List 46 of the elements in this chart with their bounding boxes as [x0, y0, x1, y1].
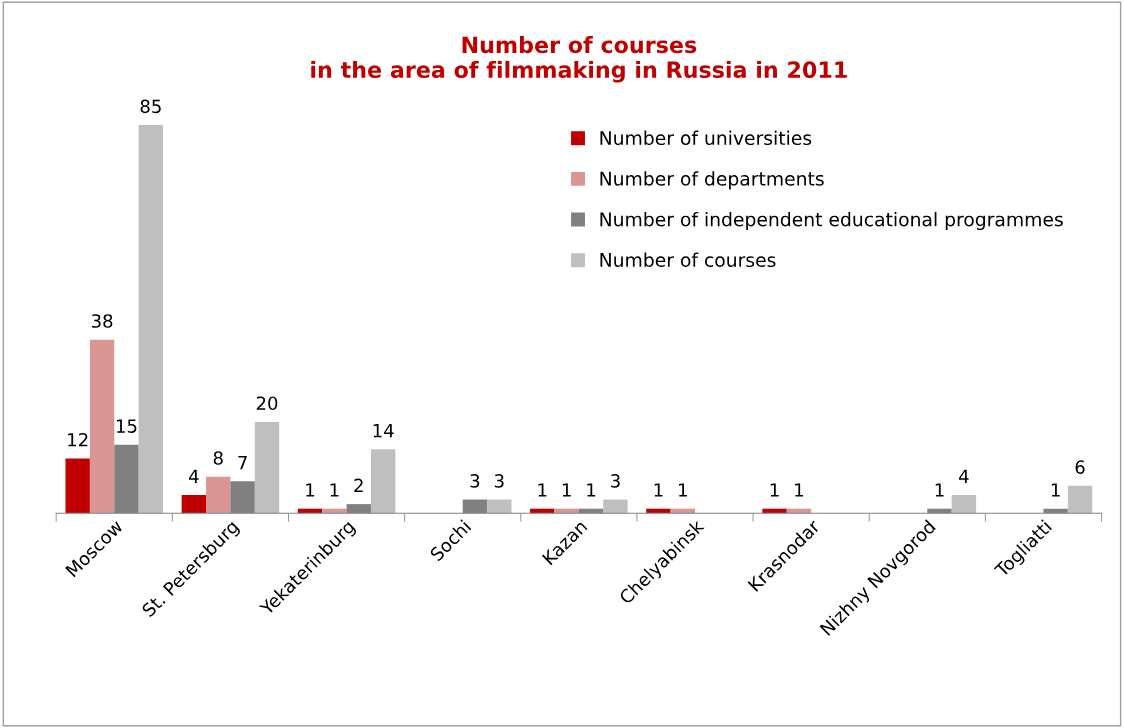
data-label: 1: [654, 483, 663, 497]
bar: [1067, 485, 1093, 514]
data-label: 7: [238, 456, 247, 470]
data-label: 1: [935, 483, 944, 497]
bar: [322, 508, 347, 514]
data-label: 38: [91, 314, 113, 328]
bar: [603, 499, 628, 514]
data-label: 3: [611, 474, 620, 488]
legend-label: Number of independent educational programmes: [600, 211, 1063, 231]
bar: [554, 508, 579, 514]
data-label: 1: [330, 483, 339, 497]
bar: [254, 421, 280, 514]
data-label: 1: [679, 483, 687, 497]
bar: [370, 449, 396, 514]
data-label: 1: [770, 483, 779, 497]
bar: [762, 508, 787, 514]
data-label: 3: [494, 474, 504, 488]
bar: [138, 124, 164, 514]
data-label: 6: [1075, 460, 1085, 474]
bar: [646, 508, 671, 514]
data-label: 4: [188, 469, 199, 483]
legend-label: Number of universities: [600, 130, 812, 146]
data-label: 2: [354, 478, 363, 493]
data-label: 3: [470, 474, 480, 488]
data-label: 8: [213, 451, 223, 465]
data-label: 1: [562, 483, 571, 497]
bar: [65, 458, 90, 514]
data-label: 15: [116, 419, 137, 433]
data-label: 4: [959, 469, 969, 483]
data-label: 1: [1051, 483, 1060, 497]
bar: [181, 494, 207, 514]
bar: [487, 499, 512, 514]
data-label: 1: [306, 483, 315, 497]
data-label: 1: [795, 483, 804, 497]
legend-label: Number of courses: [600, 252, 776, 268]
legend-label: Number of departments: [600, 171, 824, 190]
data-label: 1: [538, 483, 547, 497]
bar: [89, 339, 115, 514]
bar: [206, 476, 231, 514]
data-label: 12: [68, 432, 88, 447]
bar: [951, 494, 977, 514]
data-label: 20: [256, 396, 278, 411]
data-label: 1: [587, 483, 596, 497]
data-label: 14: [373, 424, 394, 438]
chart-title: Number of courses in the area of filmmaking in Russia in 2011: [311, 36, 847, 83]
data-label: 85: [140, 99, 161, 114]
